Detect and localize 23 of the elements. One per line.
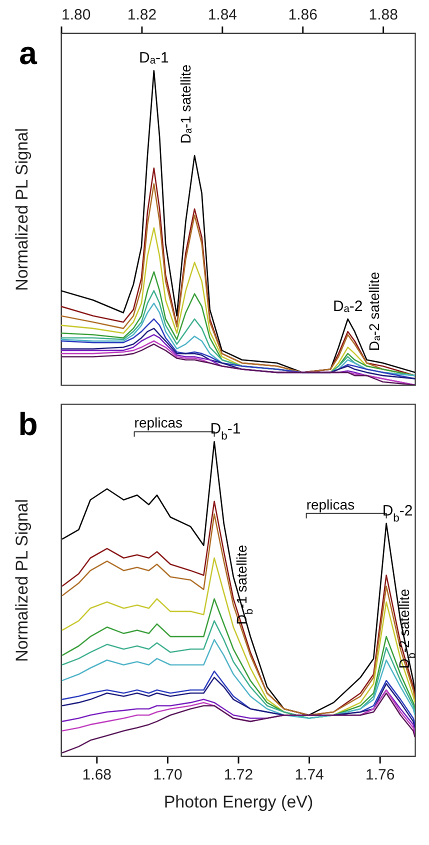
x-tick-label: 1.82 xyxy=(127,6,157,24)
x-tick-label: 1.74 xyxy=(294,766,324,784)
x-tick-label: 1.68 xyxy=(82,766,112,784)
x-tick-label: 1.86 xyxy=(288,6,318,24)
x-tick-label: 1.84 xyxy=(208,6,238,24)
annotation: Dₐ-2 xyxy=(332,298,363,315)
x-tick-label: 1.88 xyxy=(368,6,398,24)
y-axis-title: Normalized PL Signal xyxy=(12,128,32,291)
x-tick-label: 1.70 xyxy=(153,766,182,784)
x-tick-label: 1.80 xyxy=(62,6,91,24)
annotation: Dₐ-2 satellite xyxy=(366,272,382,351)
x-axis-title: Photon Energy (eV) xyxy=(164,792,314,812)
x-tick-label: 1.76 xyxy=(366,766,395,784)
y-axis-title: Normalized PL Signal xyxy=(12,499,32,662)
annotation: Dₐ-1 xyxy=(139,50,169,67)
annotation: replicas xyxy=(306,496,355,512)
annotation: D$_{b}$-2 xyxy=(382,502,413,524)
chart-title: a xyxy=(19,35,38,71)
text: replicas xyxy=(134,414,183,431)
annotation: D$_{b}$-1 xyxy=(210,420,241,443)
annotation: Dₐ-1 satellite xyxy=(178,64,194,144)
chart-title: b xyxy=(18,406,38,442)
x-tick-label: 1.72 xyxy=(224,766,254,784)
